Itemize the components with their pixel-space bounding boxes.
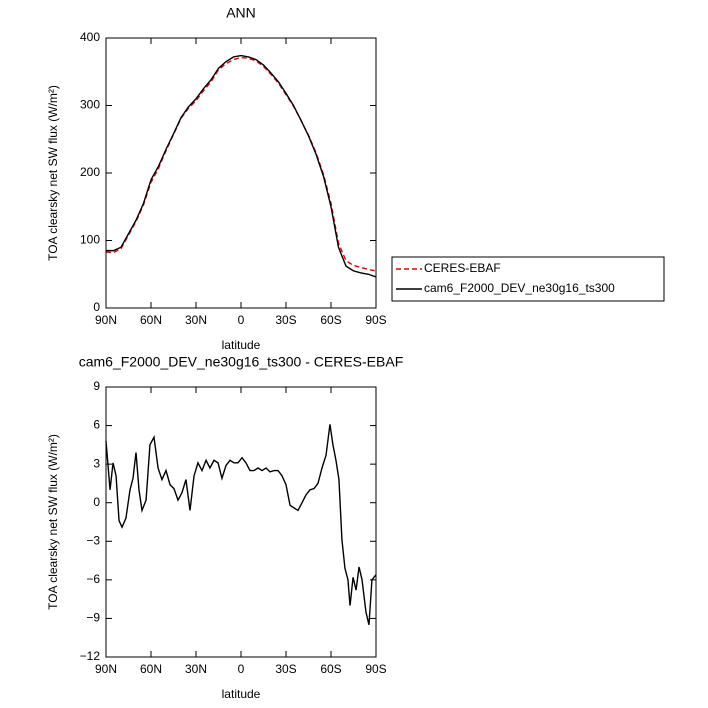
data-line bbox=[105, 56, 377, 272]
x-tick-label: 90S bbox=[365, 662, 386, 676]
legend-label: cam6_F2000_DEV_ne30g16_ts300 bbox=[424, 281, 615, 295]
plot-frame bbox=[105, 386, 377, 658]
x-axis-label: latitude bbox=[222, 687, 261, 701]
y-tick-label: 0 bbox=[93, 300, 100, 314]
x-tick-label: 60N bbox=[140, 313, 162, 327]
x-axis-label: latitude bbox=[222, 338, 261, 352]
legend-label: CERES-EBAF bbox=[424, 261, 501, 275]
x-tick-label: 90N bbox=[95, 313, 117, 327]
plot-frame bbox=[105, 37, 377, 309]
y-tick-label: 100 bbox=[80, 233, 100, 247]
y-tick-label: 3 bbox=[93, 456, 100, 470]
legend-box bbox=[391, 256, 665, 302]
x-tick-label: 30N bbox=[185, 662, 207, 676]
data-line bbox=[106, 54, 377, 278]
y-tick-label: −9 bbox=[86, 611, 100, 625]
y-tick-label: 0 bbox=[93, 495, 100, 509]
y-tick-label: −6 bbox=[86, 572, 100, 586]
x-tick-label: 30N bbox=[185, 313, 207, 327]
y-tick-label: 6 bbox=[93, 418, 100, 432]
y-tick-label: 9 bbox=[93, 379, 100, 393]
y-tick-label: 300 bbox=[80, 98, 100, 112]
data-line bbox=[105, 424, 377, 626]
x-tick-label: 90S bbox=[365, 313, 386, 327]
chart-title: cam6_F2000_DEV_ne30g16_ts300 - CERES-EBA… bbox=[79, 354, 404, 370]
x-tick-label: 0 bbox=[238, 662, 245, 676]
x-tick-label: 30S bbox=[275, 313, 296, 327]
y-axis-label: TOA clearsky net SW flux (W/m²) bbox=[46, 434, 60, 610]
x-tick-label: 60S bbox=[320, 313, 341, 327]
y-axis-label: TOA clearsky net SW flux (W/m²) bbox=[46, 85, 60, 261]
x-tick-label: 0 bbox=[238, 313, 245, 327]
x-tick-label: 90N bbox=[95, 662, 117, 676]
x-tick-label: 60N bbox=[140, 662, 162, 676]
x-tick-label: 30S bbox=[275, 662, 296, 676]
y-tick-label: −12 bbox=[80, 649, 101, 663]
y-tick-label: −3 bbox=[86, 533, 100, 547]
x-tick-label: 60S bbox=[320, 662, 341, 676]
chart-title: ANN bbox=[226, 5, 256, 21]
y-tick-label: 400 bbox=[80, 30, 100, 44]
y-tick-label: 200 bbox=[80, 165, 100, 179]
